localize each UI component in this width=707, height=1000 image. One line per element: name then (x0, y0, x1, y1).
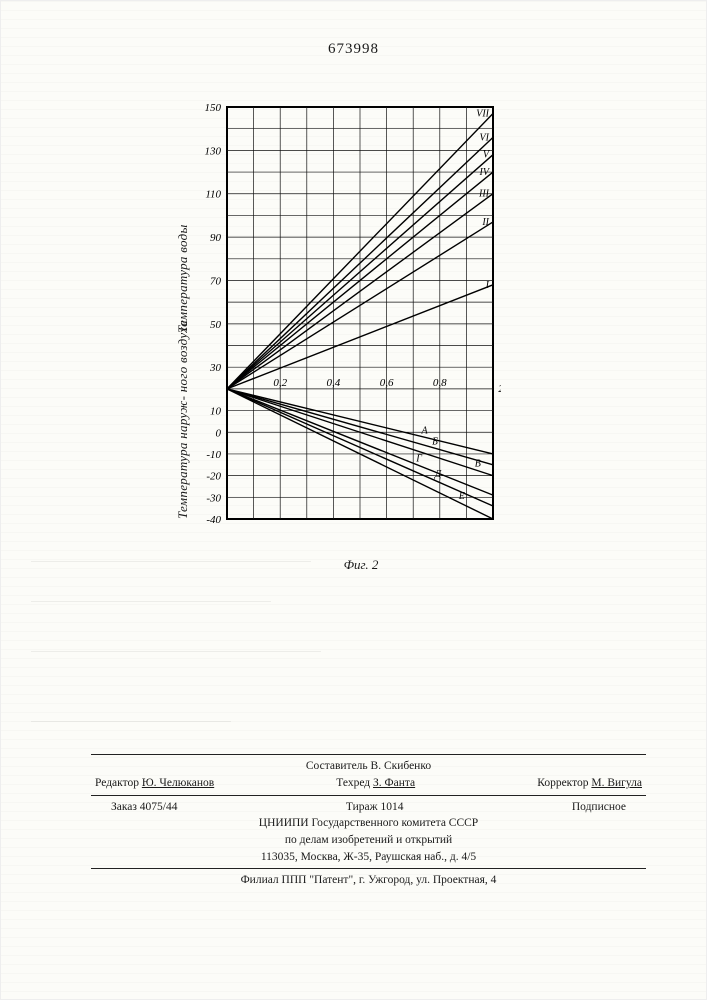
svg-text:150: 150 (205, 102, 222, 114)
svg-text:2: 2 (498, 383, 501, 395)
editor: Редактор Ю. Челюканов (95, 775, 214, 792)
nomogram-chart: -40 -30 -20 -10 0 10 30 50 70 90 110 130 150 0,2 0,4 0,… (181, 101, 501, 531)
order-row: Заказ 4075/44 Тираж 1014 Подписное (91, 799, 646, 816)
figure-caption: Фиг. 2 (181, 557, 541, 573)
svg-text:Д: Д (434, 469, 442, 480)
branch-line: Филиал ППП "Патент", г. Ужгород, ул. Про… (91, 872, 646, 889)
svg-text:10: 10 (210, 406, 222, 418)
svg-text:В: В (475, 459, 481, 470)
svg-text:0: 0 (216, 427, 222, 439)
svg-text:V: V (483, 150, 491, 161)
y-axis-label-air-temp: Температура наруж- ного воздуха (175, 320, 191, 519)
print-run: Тираж 1014 (346, 799, 404, 816)
svg-text:70: 70 (210, 275, 222, 287)
svg-text:-30: -30 (206, 492, 221, 504)
chart-container: Температура воды Температура наруж- ного… (181, 101, 541, 551)
imprint-block: Составитель В. Скибенко Редактор Ю. Челю… (91, 751, 646, 889)
svg-text:50: 50 (210, 319, 222, 331)
svg-text:Е: Е (458, 491, 465, 502)
order-no: Заказ 4075/44 (111, 799, 178, 816)
scan-artifact (31, 601, 271, 602)
svg-text:Б: Б (431, 437, 438, 448)
svg-text:130: 130 (205, 145, 222, 157)
address: 113035, Москва, Ж-35, Раушская наб., д. … (91, 849, 646, 866)
svg-text:0,6: 0,6 (380, 377, 394, 389)
svg-text:А: А (421, 426, 429, 437)
svg-text:0,4: 0,4 (327, 377, 341, 389)
y-axis-label-water-temp: Температура воды (175, 224, 191, 333)
svg-text:-10: -10 (206, 449, 221, 461)
svg-text:VII: VII (476, 109, 489, 120)
svg-text:Г: Г (415, 453, 422, 464)
page: 673998 Температура воды Температура нару… (0, 0, 707, 1000)
svg-text:II: II (481, 217, 489, 228)
svg-text:-40: -40 (206, 514, 221, 526)
org-line-1: ЦНИИПИ Государственного комитета СССР (91, 815, 646, 832)
org-line-2: по делам изобретений и открытий (91, 832, 646, 849)
corrector: Корректор М. Вигула (537, 775, 642, 792)
svg-text:VI: VI (480, 132, 490, 143)
svg-text:90: 90 (210, 232, 222, 244)
svg-text:30: 30 (209, 362, 222, 374)
techred: Техред З. Фанта (336, 775, 415, 792)
svg-text:IV: IV (479, 167, 491, 178)
scan-artifact (31, 561, 311, 562)
svg-text:110: 110 (205, 189, 221, 201)
scan-artifact (31, 651, 321, 652)
svg-text:0,8: 0,8 (433, 377, 447, 389)
svg-text:0,2: 0,2 (273, 377, 287, 389)
scan-artifact (31, 721, 231, 722)
patent-number: 673998 (1, 41, 706, 58)
credits-row: Редактор Ю. Челюканов Техред З. Фанта Ко… (91, 775, 646, 792)
compiler-row: Составитель В. Скибенко (91, 758, 646, 775)
svg-text:-20: -20 (206, 471, 221, 483)
svg-text:I: I (485, 280, 490, 291)
svg-text:III: III (478, 189, 490, 200)
subscription: Подписное (572, 799, 626, 816)
